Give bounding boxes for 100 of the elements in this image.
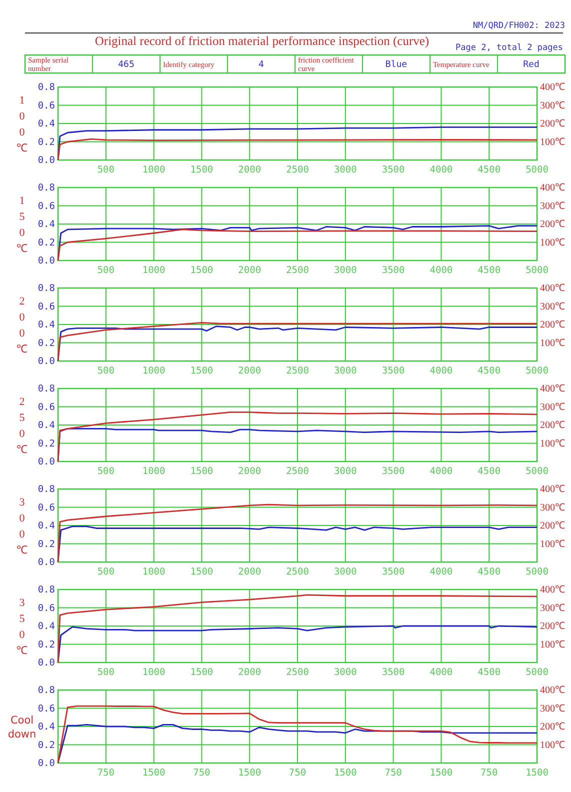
x-tick-label: 5000: [526, 667, 549, 678]
x-tick-label: 4500: [478, 566, 501, 578]
x-tick-label: 500: [97, 466, 115, 478]
x-tick-label: 750: [193, 768, 211, 779]
y-tick-label: 0.6: [38, 502, 56, 514]
y-tick-label: 0.6: [38, 100, 56, 112]
x-tick-label: 1500: [526, 768, 549, 779]
x-tick-label: 2000: [238, 366, 262, 377]
y2-tick-label: 200℃: [540, 320, 565, 331]
x-tick-label: 750: [288, 768, 306, 779]
x-tick-label: 4500: [478, 667, 501, 678]
chart-title: Original record of friction material performance inspection (curve): [94, 34, 430, 48]
x-tick-label: 4500: [478, 466, 501, 478]
y-axis-title: Cool down: [8, 714, 36, 740]
text: 4: [258, 60, 264, 70]
x-tick-label: 750: [384, 768, 402, 779]
x-tick-label: 1000: [142, 164, 166, 176]
x-tick-label: 1500: [190, 667, 214, 678]
y-axis-title: 300℃: [16, 496, 28, 556]
y-tick-label: 0.6: [38, 703, 56, 714]
x-tick-label: 2500: [286, 265, 310, 276]
y2-tick-label: 100℃: [540, 639, 565, 650]
x-tick-label: 1000: [142, 667, 166, 678]
x-tick-label: 1000: [142, 466, 166, 478]
y2-tick-label: 400℃: [540, 82, 565, 94]
x-tick-label: 5000: [526, 366, 549, 377]
x-tick-label: 1500: [430, 768, 453, 779]
x-tick-label: 3000: [334, 466, 358, 478]
y-tick-label: 0.2: [38, 538, 55, 550]
y-tick-label: 0.2: [38, 438, 55, 450]
y-axis-title: 100℃: [16, 94, 28, 154]
y2-tick-label: 300℃: [540, 502, 565, 514]
y2-tick-label: 400℃: [540, 283, 565, 294]
x-tick-label: 3000: [334, 566, 358, 578]
x-tick-label: 5000: [526, 265, 549, 276]
y-tick-label: 0.8: [38, 283, 56, 294]
x-tick-label: 2500: [286, 566, 310, 578]
x-tick-label: 500: [97, 265, 115, 276]
x-tick-label: 3500: [382, 366, 406, 377]
y2-tick-label: 200℃: [540, 420, 565, 432]
x-tick-label: 4000: [430, 164, 453, 176]
line-series: [57, 625, 538, 664]
x-tick-label: 4000: [430, 566, 453, 578]
y-tick-label: 0.6: [38, 402, 56, 413]
y-tick-label: 0.0: [38, 155, 56, 166]
x-tick-label: 1500: [190, 366, 214, 377]
x-tick-label: 4000: [430, 667, 453, 678]
y-tick-label: 0.0: [38, 356, 56, 368]
x-tick-label: 500: [97, 667, 115, 678]
x-tick-label: 5000: [526, 466, 549, 478]
x-tick-label: 500: [97, 566, 115, 578]
y2-tick-label: 300℃: [540, 602, 565, 614]
y-axis-title: 200℃: [16, 296, 28, 356]
x-tick-label: 3500: [382, 164, 406, 176]
y2-tick-label: 100℃: [540, 136, 565, 148]
x-tick-label: 5000: [526, 566, 549, 578]
y-tick-label: 0.0: [38, 658, 56, 669]
x-tick-label: 2500: [286, 366, 310, 377]
line-series: [57, 594, 538, 664]
y2-tick-label: 300℃: [540, 402, 565, 413]
x-tick-label: 1500: [334, 768, 358, 779]
y-tick-label: 0.8: [38, 82, 56, 94]
y2-tick-label: 400℃: [540, 484, 565, 496]
y2-tick-label: 400℃: [540, 584, 565, 596]
y-tick-label: 0.2: [38, 639, 55, 650]
x-tick-label: 1000: [142, 366, 166, 377]
y-tick-label: 0.4: [38, 420, 56, 432]
y2-tick-label: 100℃: [540, 438, 565, 450]
x-tick-label: 3500: [382, 566, 406, 578]
y-tick-label: 0.2: [38, 136, 55, 148]
text: Red: [523, 60, 540, 70]
y2-tick-label: 200℃: [540, 621, 565, 632]
y2-tick-label: 300℃: [540, 301, 565, 312]
y2-tick-label: 400℃: [540, 685, 565, 696]
x-tick-label: 2500: [286, 667, 310, 678]
y-tick-label: 0.4: [38, 722, 56, 733]
x-tick-label: 3000: [334, 667, 358, 678]
y2-tick-label: 200℃: [540, 219, 565, 230]
y2-tick-label: 200℃: [540, 722, 565, 733]
x-tick-label: 3000: [334, 366, 358, 377]
text: 465: [118, 60, 134, 70]
x-tick-label: 1500: [190, 265, 214, 276]
x-tick-label: 1500: [238, 768, 262, 779]
x-tick-label: 3500: [382, 265, 406, 276]
y-tick-label: 0.8: [38, 685, 56, 696]
x-tick-label: 2000: [238, 466, 262, 478]
y-tick-label: 0.8: [38, 484, 56, 496]
x-tick-label: 1500: [142, 768, 166, 779]
x-tick-label: 4000: [430, 466, 453, 478]
y2-tick-label: 100℃: [540, 338, 565, 349]
y-tick-label: 0.4: [38, 520, 56, 532]
y-tick-label: 0.0: [38, 456, 56, 468]
y2-tick-label: 200℃: [540, 520, 565, 532]
x-tick-label: 3500: [382, 466, 406, 478]
line-series: [57, 138, 538, 161]
y-tick-label: 0.2: [38, 237, 55, 248]
text: Blue: [385, 60, 408, 70]
x-tick-label: 2000: [238, 667, 262, 678]
x-tick-label: 4500: [478, 164, 501, 176]
y-tick-label: 0.6: [38, 602, 56, 614]
